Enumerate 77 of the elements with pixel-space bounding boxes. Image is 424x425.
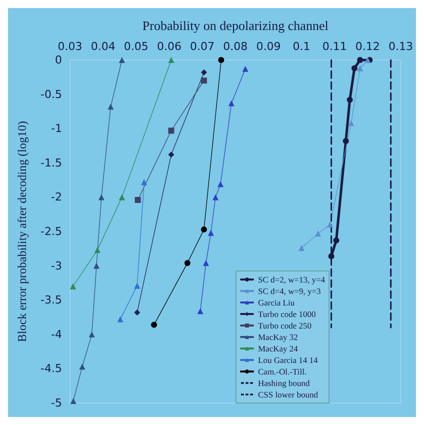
point (168, 128, 174, 134)
point (342, 138, 349, 144)
x-tick-label: 0.11 (322, 40, 347, 53)
point (326, 222, 333, 228)
y-tick-label: -3 (51, 259, 62, 272)
y-tick-label: 0 (55, 54, 62, 66)
x-tick-label: 0.12 (355, 40, 380, 53)
x-tick-label: 0.05 (124, 40, 148, 53)
point (70, 283, 76, 290)
point (98, 194, 104, 200)
point (346, 96, 353, 103)
point (202, 260, 209, 266)
point (151, 322, 158, 328)
point (200, 69, 207, 76)
point (184, 260, 190, 266)
point (348, 120, 354, 126)
point (218, 57, 224, 63)
point (134, 196, 141, 203)
point (212, 194, 219, 200)
point (357, 57, 364, 63)
point (357, 65, 364, 72)
point (108, 104, 114, 110)
point (328, 253, 334, 260)
point (118, 57, 125, 63)
y-tick-label: -5 (51, 396, 62, 410)
point (228, 100, 234, 106)
legend-label: SC d=2, w=13, y=4 (258, 274, 326, 284)
point (298, 244, 305, 251)
legend-label: Garcia Liu (258, 298, 296, 308)
point (315, 230, 322, 237)
x-tick-label: 0.03 (58, 40, 82, 53)
x-tick-label: 0.06 (156, 40, 182, 53)
point (168, 57, 174, 63)
y-tick-label: -2.5 (40, 225, 62, 238)
x-tick-label: 0.08 (223, 40, 248, 53)
legend-label: Turbo code 1000 (258, 309, 316, 319)
point (200, 78, 207, 84)
point (94, 247, 100, 254)
legend-label: Cam.-Ol.-Till. (258, 366, 307, 376)
legend-label: SC d=4, w=9, y=3 (258, 286, 321, 296)
x-tick-label: 0.07 (190, 40, 215, 53)
point (141, 179, 148, 186)
legend-label: MacKay 24 (258, 344, 299, 354)
point (70, 398, 76, 404)
point (168, 152, 174, 158)
x-tick-label: 0.1 (292, 40, 310, 53)
point (134, 282, 140, 289)
x-tick-label: 0.09 (256, 40, 281, 53)
point (134, 309, 140, 316)
y-tick-label: -4 (51, 328, 62, 341)
legend-label: MacKay 32 (258, 332, 298, 342)
legend-label: CSS lower bound (258, 390, 319, 400)
y-tick-label: -3.5 (40, 294, 62, 307)
point (118, 194, 125, 200)
point (217, 181, 224, 188)
point (117, 316, 124, 322)
legend-label: Turbo code 250 (258, 320, 312, 330)
point (200, 226, 207, 232)
x-tick-label: 0.13 (388, 40, 414, 53)
y-tick-label: -0.5 (40, 88, 62, 101)
y-tick-label: -1.5 (40, 156, 62, 170)
point (79, 364, 86, 370)
y-tick-label: -2 (51, 190, 62, 204)
legend-label: Hashing bound (258, 378, 310, 388)
point (197, 308, 204, 314)
point (208, 230, 214, 236)
y-axis-title: Block error probability after decoding (log10) (15, 121, 29, 342)
point (93, 262, 100, 269)
x-tick-label: 0.04 (90, 40, 116, 53)
point (88, 331, 95, 338)
legend-label: Lou Garcia 14 14 (258, 355, 318, 365)
point (333, 237, 340, 244)
y-tick-label: -1 (51, 122, 62, 136)
point (242, 66, 248, 72)
y-tick-label: -4.5 (40, 362, 62, 376)
x-axis-title: Probability on depolarizing channel (142, 18, 329, 33)
point (351, 65, 358, 72)
